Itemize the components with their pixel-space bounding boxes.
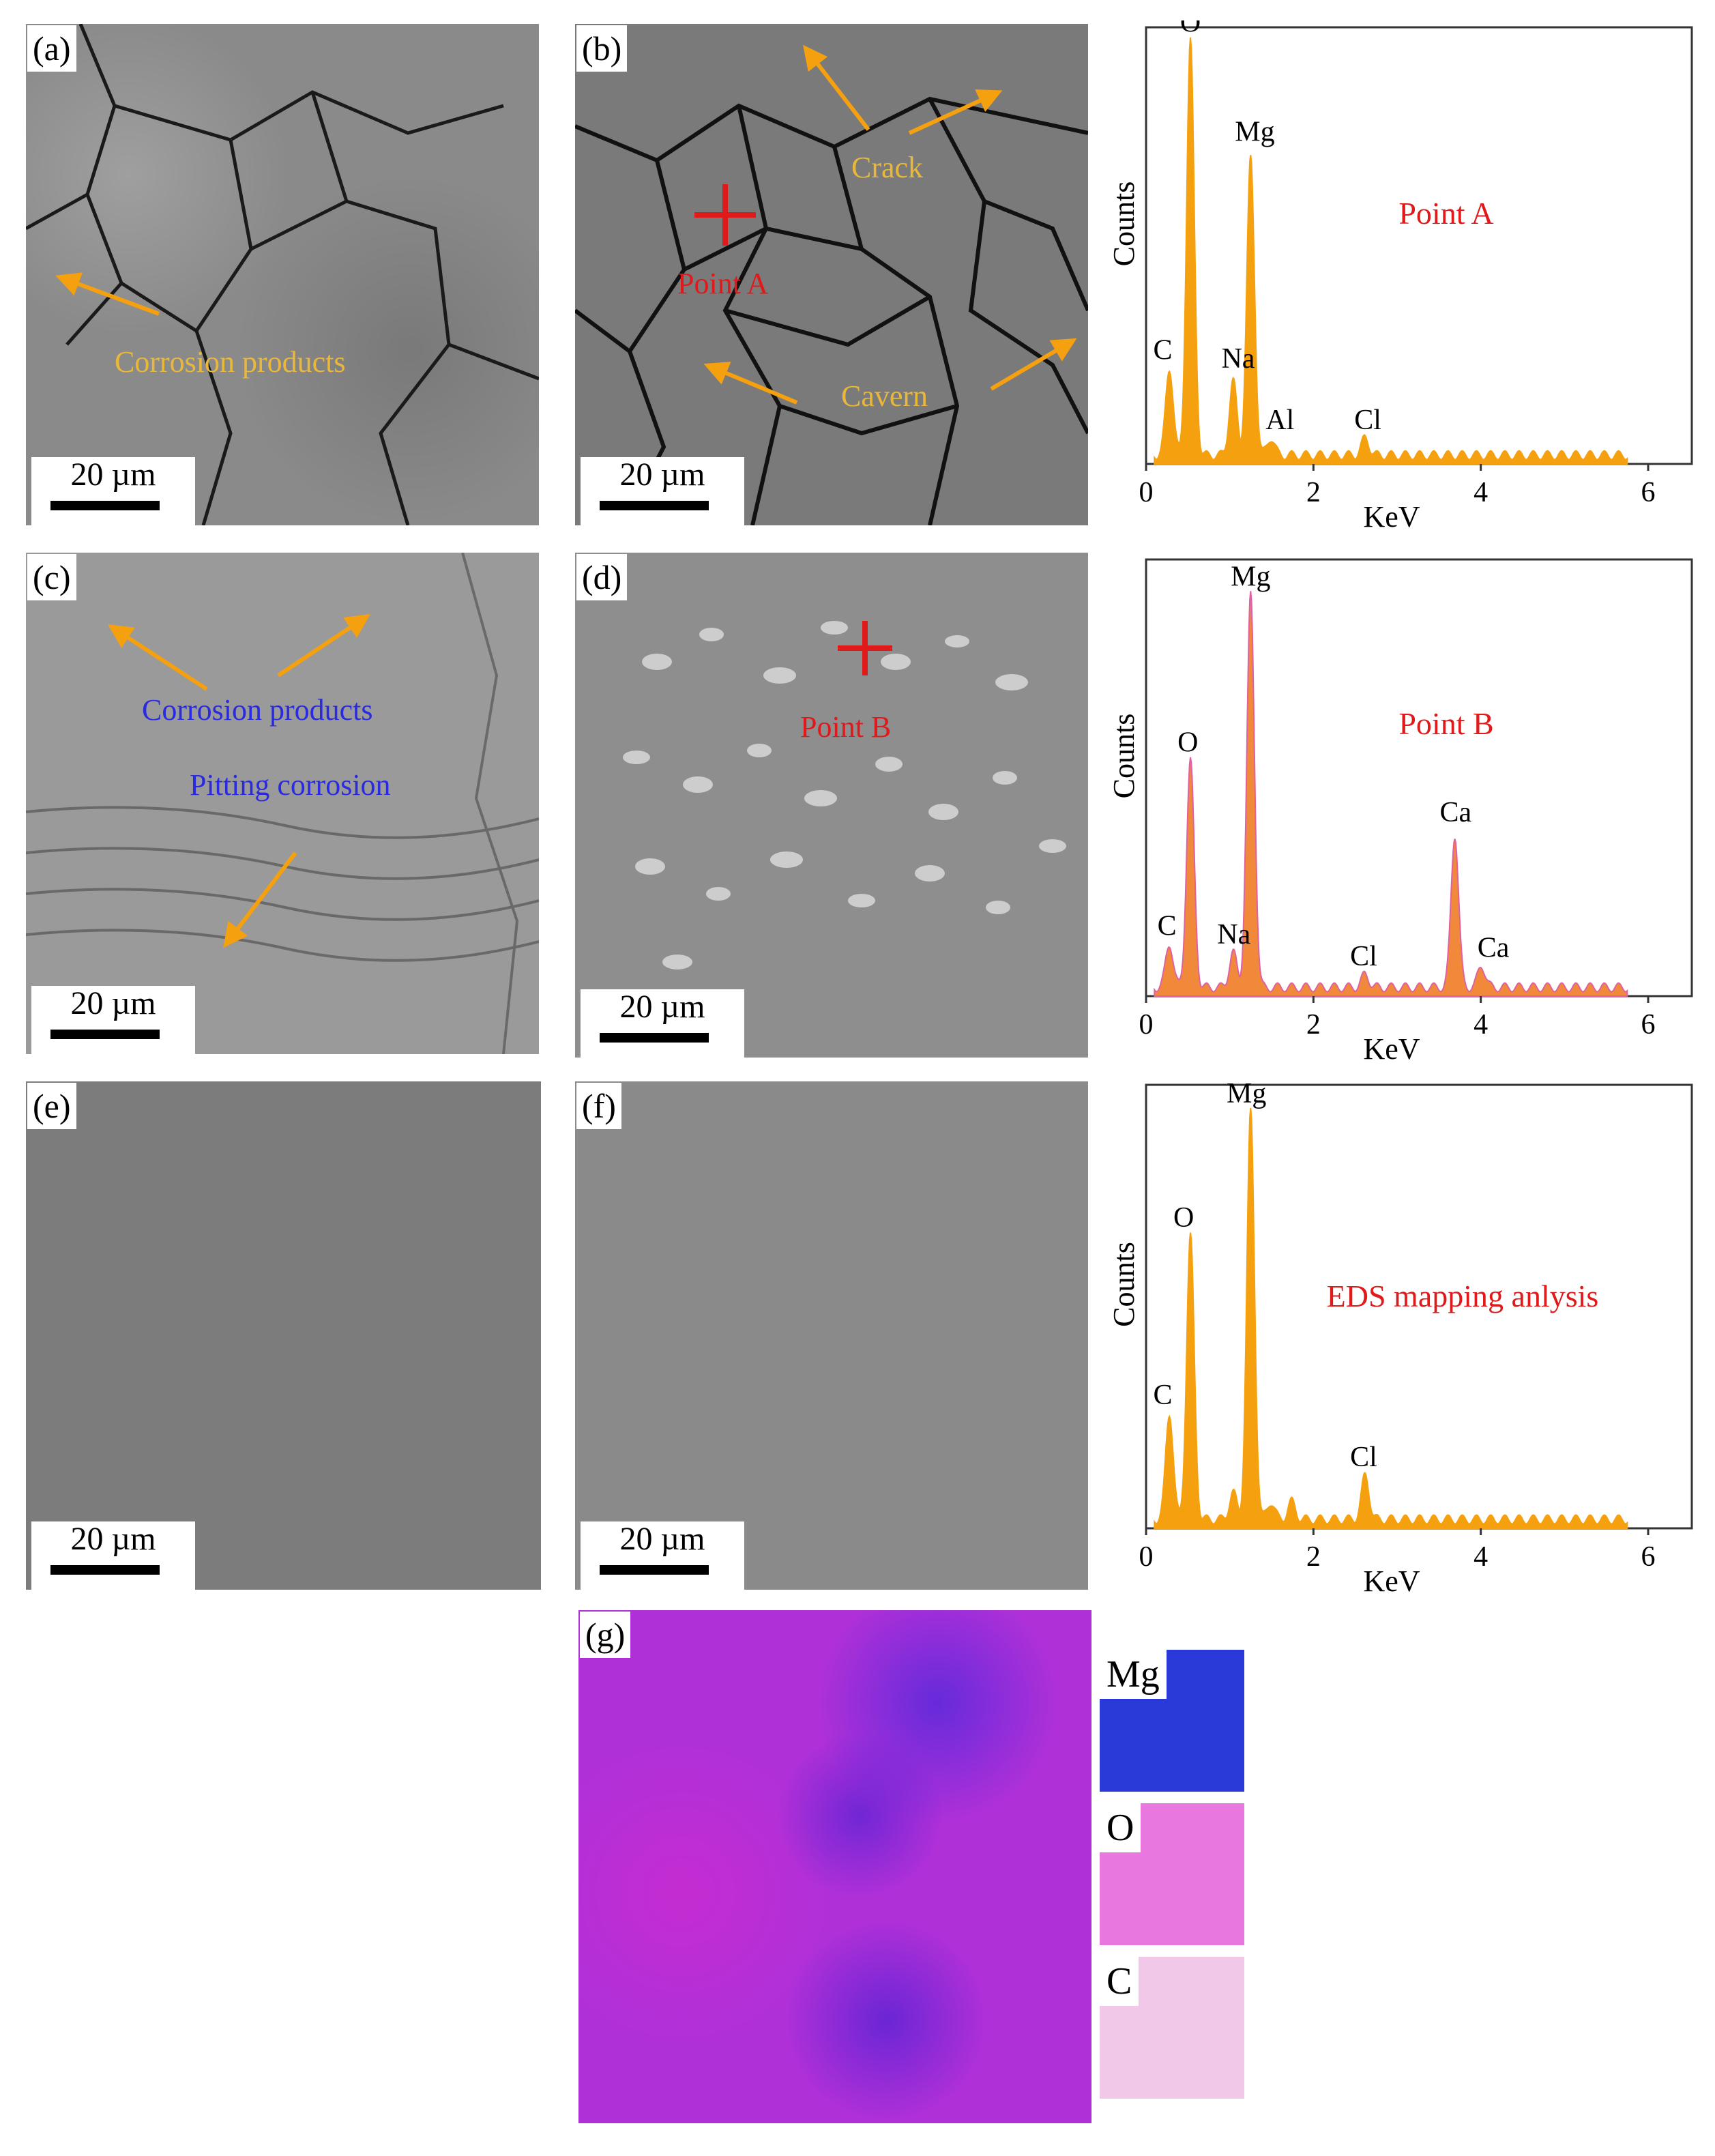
chart-title: EDS mapping anlysis bbox=[1327, 1279, 1599, 1313]
x-axis-label: KeV bbox=[1363, 1032, 1420, 1064]
peak-label: O bbox=[1173, 1202, 1194, 1234]
peak-label: Cl bbox=[1354, 405, 1381, 436]
x-tick-label: 0 bbox=[1139, 1009, 1154, 1040]
spectrum-chart-a: O Mg C Na Al Cl 0 2 4 6 KeV Counts Point A bbox=[1107, 20, 1693, 532]
annotation-corrosion-products: Corrosion products bbox=[115, 345, 346, 379]
sem-panel-d: (d) Point B 20 µm bbox=[575, 553, 1088, 1058]
spectrum-chart-mapping: Mg O C Cl 0 2 4 6 KeV Counts EDS mapping anlysis bbox=[1107, 1078, 1693, 1597]
eds-mapping-panel-g: (g) bbox=[578, 1610, 1091, 2123]
scale-label: 20 µm bbox=[70, 1521, 156, 1557]
sem-panel-f: (f) 20 µm bbox=[575, 1081, 1088, 1590]
crack-pattern bbox=[26, 24, 539, 525]
x-tick-label: 2 bbox=[1306, 1541, 1321, 1573]
annotation-corrosion-products: Corrosion products bbox=[142, 693, 373, 727]
x-tick-label: 0 bbox=[1139, 1541, 1154, 1573]
annotation-point-a: Point A bbox=[677, 267, 769, 300]
chart-title: Point A bbox=[1398, 196, 1493, 231]
crack-pattern bbox=[575, 96, 1088, 525]
x-tick-label: 6 bbox=[1641, 477, 1656, 508]
peak-label: C bbox=[1154, 334, 1173, 366]
peak-label: O bbox=[1180, 20, 1201, 38]
annotation-crack: Crack bbox=[851, 151, 924, 184]
plot-frame bbox=[1145, 26, 1693, 465]
peak-label: O bbox=[1177, 727, 1198, 759]
peak-label: Mg bbox=[1227, 1078, 1266, 1109]
eds-spectrum-mapping: Mg O C Cl 0 2 4 6 KeV Counts EDS mapping anlysis bbox=[1105, 1078, 1705, 1597]
element-map-label-o: O bbox=[1100, 1803, 1141, 1852]
scale-label: 20 µm bbox=[619, 456, 705, 493]
panel-label-g: (g) bbox=[580, 1612, 631, 1658]
scale-label: 20 µm bbox=[70, 985, 156, 1021]
peak-label: Al bbox=[1265, 405, 1294, 436]
x-axis-label: KeV bbox=[1363, 500, 1420, 532]
peak-label: Cl bbox=[1350, 1442, 1377, 1473]
scale-bar: 20 µm bbox=[31, 986, 195, 1054]
arrows-and-marker bbox=[694, 44, 1077, 405]
chart-title: Point B bbox=[1398, 706, 1493, 741]
element-map-label-mg: Mg bbox=[1100, 1650, 1167, 1699]
element-map-mg: Mg bbox=[1100, 1650, 1244, 1792]
x-tick-label: 6 bbox=[1641, 1541, 1656, 1573]
x-tick-label: 0 bbox=[1139, 477, 1154, 508]
sem-panel-c: (c) Corrosion products Pitting corrosion… bbox=[26, 553, 539, 1054]
eds-spectrum-point-b: Mg O Ca C Na Cl Ca 0 2 4 6 KeV Counts Point B bbox=[1105, 553, 1705, 1064]
panel-label-c: (c) bbox=[27, 554, 76, 600]
spectrum-chart-b: Mg O Ca C Na Cl Ca 0 2 4 6 KeV Counts Point B bbox=[1107, 558, 1693, 1064]
spectrum-area bbox=[1154, 37, 1628, 465]
peak-label: C bbox=[1154, 1380, 1173, 1411]
panel-label-f: (f) bbox=[576, 1083, 621, 1129]
spectrum-area bbox=[1154, 1107, 1628, 1529]
spectrum-area bbox=[1154, 591, 1628, 997]
peak-label: Na bbox=[1217, 919, 1250, 950]
sem-panel-a: (a) Corrosion products 20 µm bbox=[26, 24, 539, 525]
x-tick-label: 4 bbox=[1474, 477, 1488, 508]
x-axis-label: KeV bbox=[1363, 1564, 1420, 1597]
point-a-marker bbox=[694, 184, 756, 246]
peak-label: Mg bbox=[1235, 116, 1274, 147]
peak-label: C bbox=[1158, 910, 1177, 942]
annotation-cavern: Cavern bbox=[841, 379, 928, 413]
annotation-point-b: Point B bbox=[800, 710, 892, 744]
arrow-icon bbox=[107, 614, 370, 948]
scale-bar: 20 µm bbox=[581, 1521, 744, 1590]
peak-label: Ca bbox=[1440, 797, 1472, 828]
element-map-o: O bbox=[1100, 1803, 1244, 1945]
peak-label: Ca bbox=[1478, 932, 1510, 963]
panel-label-e: (e) bbox=[27, 1083, 76, 1129]
peak-label: Cl bbox=[1350, 941, 1377, 972]
scale-bar: 20 µm bbox=[31, 1521, 195, 1590]
x-tick-label: 4 bbox=[1474, 1009, 1488, 1040]
eds-spectrum-point-a: O Mg C Na Al Cl 0 2 4 6 KeV Counts Point A bbox=[1105, 20, 1705, 532]
scale-label: 20 µm bbox=[70, 456, 156, 493]
annotation-pitting-corrosion: Pitting corrosion bbox=[190, 768, 391, 802]
element-map-label-c: C bbox=[1100, 1957, 1139, 2006]
point-b-marker bbox=[838, 621, 892, 675]
element-map-c: C bbox=[1100, 1957, 1244, 2099]
x-tick-label: 2 bbox=[1306, 1009, 1321, 1040]
y-axis-label: Counts bbox=[1107, 1242, 1141, 1327]
sem-panel-b: (b) Crack Point A Cavern 20 µm bbox=[575, 24, 1088, 525]
x-tick-label: 2 bbox=[1306, 477, 1321, 508]
x-tick-label: 4 bbox=[1474, 1541, 1488, 1573]
y-axis-label: Counts bbox=[1107, 181, 1141, 267]
scale-bar: 20 µm bbox=[31, 457, 195, 525]
y-axis-label: Counts bbox=[1107, 714, 1141, 799]
arrow-icon bbox=[55, 272, 160, 316]
x-tick-label: 6 bbox=[1641, 1009, 1656, 1040]
panel-label-a: (a) bbox=[27, 25, 76, 72]
scale-label: 20 µm bbox=[619, 1521, 705, 1557]
peak-label: Mg bbox=[1231, 561, 1270, 592]
panel-label-b: (b) bbox=[576, 25, 628, 72]
peak-label: Na bbox=[1221, 343, 1255, 375]
panel-label-d: (d) bbox=[576, 554, 628, 600]
scale-bar: 20 µm bbox=[581, 457, 744, 525]
scale-bar: 20 µm bbox=[581, 989, 744, 1058]
sem-panel-e: (e) 20 µm bbox=[26, 1081, 541, 1590]
scale-label: 20 µm bbox=[619, 989, 705, 1025]
particle-texture bbox=[623, 621, 1066, 970]
